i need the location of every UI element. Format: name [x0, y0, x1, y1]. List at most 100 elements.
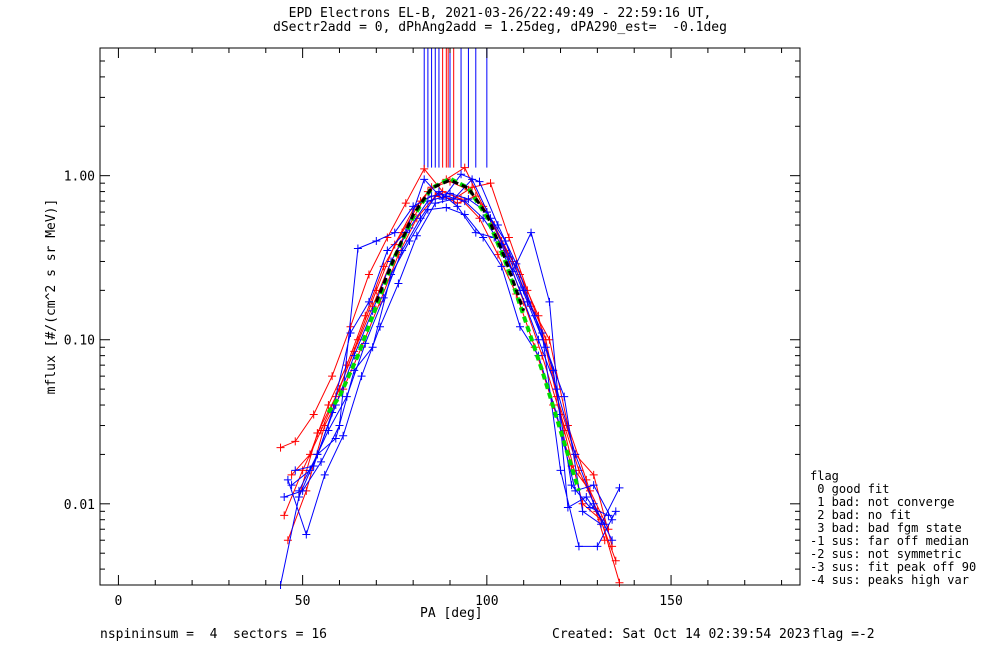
- data-point: [545, 297, 554, 306]
- data-point: [283, 536, 292, 545]
- data-point: [379, 293, 388, 302]
- data-point: [280, 493, 289, 502]
- legend-item: 2 bad: no fit: [810, 508, 912, 522]
- data-point: [298, 466, 307, 475]
- legend-item: 0 good fit: [810, 482, 890, 496]
- data-point: [331, 434, 340, 443]
- series-line: [298, 206, 613, 520]
- data-point: [586, 503, 594, 512]
- footer-flag: flag =-2: [812, 627, 875, 642]
- data-point: [504, 252, 513, 261]
- data-point: [306, 466, 314, 475]
- data-point: [538, 328, 547, 337]
- legend-item: -2 sus: not symmetric: [810, 547, 962, 561]
- data-point: [390, 240, 399, 249]
- data-point: [423, 205, 432, 214]
- data-point: [291, 466, 300, 475]
- data-point: [287, 470, 296, 479]
- data-point: [317, 457, 326, 466]
- flag-legend: flag 0 good fit 1 bad: not converge 2 ba…: [810, 470, 976, 587]
- data-point: [545, 335, 554, 344]
- legend-item: 3 bad: bad fgm state: [810, 521, 962, 535]
- fit-curve: [374, 178, 526, 312]
- data-point: [530, 311, 539, 320]
- data-point: [449, 195, 458, 204]
- data-point: [372, 236, 381, 245]
- data-point: [368, 343, 377, 352]
- data-point: [438, 195, 447, 204]
- data-point: [486, 179, 495, 188]
- legend-item: -4 sus: peaks high var: [810, 573, 969, 587]
- chart-title-line2: dSectr2add = 0, dPhAng2add = 1.25deg, dP…: [273, 20, 727, 35]
- data-point: [353, 244, 362, 253]
- data-point: [309, 410, 318, 419]
- x-tick-label: 100: [475, 594, 498, 609]
- data-point: [460, 210, 469, 219]
- data-point: [287, 481, 296, 490]
- data-point: [556, 466, 565, 475]
- legend-item: -3 sus: fit peak off 90: [810, 560, 977, 574]
- data-point: [420, 164, 429, 173]
- x-tick-label: 50: [295, 594, 311, 609]
- data-point: [276, 443, 285, 452]
- data-point: [582, 493, 591, 502]
- data-point: [280, 511, 289, 520]
- data-point: [608, 515, 617, 524]
- data-point: [504, 233, 513, 242]
- data-point: [589, 481, 598, 490]
- data-point: [339, 431, 348, 440]
- data-point: [457, 170, 466, 179]
- data-point: [364, 297, 373, 306]
- data-point: [431, 199, 440, 208]
- data-point: [497, 262, 506, 271]
- footer-created: Created: Sat Oct 14 02:39:54 2023: [552, 627, 811, 642]
- data-point: [578, 499, 587, 508]
- data-point: [516, 322, 524, 331]
- data-point: [493, 221, 502, 230]
- series-line: [287, 178, 620, 537]
- y-tick-label: 1.00: [64, 170, 95, 185]
- series-line: [295, 173, 609, 516]
- legend-title: flag: [810, 469, 839, 483]
- data-point: [471, 228, 480, 237]
- data-point: [608, 536, 617, 545]
- data-point: [294, 486, 303, 495]
- data-point: [313, 429, 322, 438]
- x-axis-label: PA [deg]: [420, 606, 483, 621]
- data-point: [383, 246, 392, 255]
- data-point: [364, 270, 373, 279]
- data-point: [600, 536, 609, 545]
- footer-spin-info: nspininsum = 4 sectors = 16: [100, 627, 327, 642]
- data-point: [571, 450, 580, 459]
- series-line: [291, 190, 606, 525]
- data-point: [453, 202, 462, 211]
- legend-item: -1 sus: far off median: [810, 534, 969, 548]
- data-point: [379, 262, 388, 271]
- data-point: [512, 259, 521, 268]
- data-point: [313, 450, 322, 459]
- data-point: [390, 228, 399, 237]
- chart-title-line1: EPD Electrons EL-B, 2021-03-26/22:49:49 …: [288, 6, 712, 21]
- data-point: [357, 372, 366, 381]
- data-point: [291, 437, 300, 446]
- fit-curve: [326, 176, 581, 492]
- data-point: [342, 361, 351, 370]
- data-point: [611, 507, 620, 516]
- data-point: [401, 199, 410, 208]
- data-point: [589, 470, 598, 479]
- series-line: [298, 166, 613, 547]
- data-point: [534, 335, 543, 344]
- data-point: [328, 372, 337, 381]
- data-point: [420, 175, 429, 184]
- data-point: [549, 366, 558, 375]
- data-point: [560, 392, 569, 401]
- data-point: [412, 231, 421, 240]
- data-point: [574, 542, 583, 551]
- y-tick-label: 0.10: [64, 334, 95, 349]
- data-point: [479, 233, 488, 242]
- y-axis-label: mflux [#/(cm^2 s sr MeV)]: [44, 199, 59, 395]
- data-point: [600, 520, 609, 529]
- data-point: [283, 475, 292, 484]
- data-point: [527, 228, 536, 237]
